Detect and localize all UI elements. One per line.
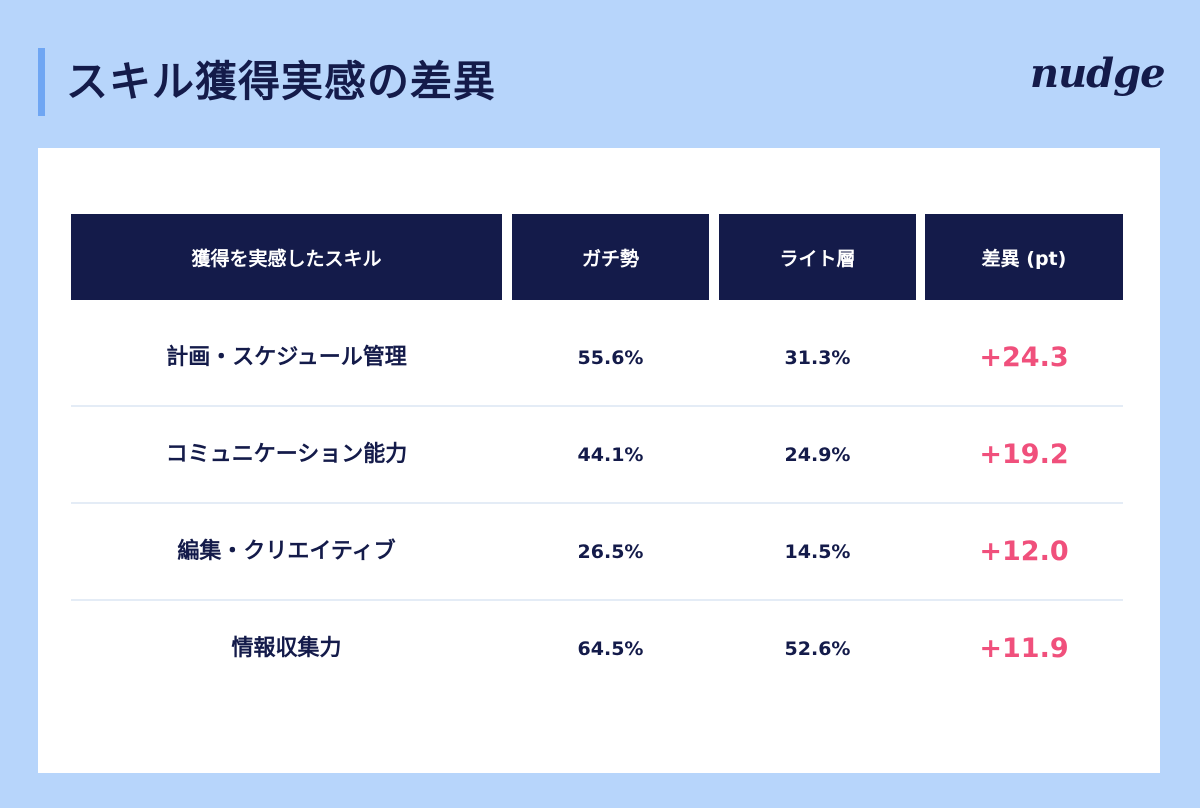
page-title: スキル獲得実感の差異 xyxy=(66,57,497,106)
light-value: 14.5% xyxy=(784,541,851,563)
diff-value: +19.2 xyxy=(979,439,1069,470)
title-accent-bar xyxy=(38,48,45,116)
light-value: 31.3% xyxy=(784,347,851,369)
gachi-value: 55.6% xyxy=(577,347,644,369)
nudge-logo: nudge xyxy=(1030,50,1166,97)
diff-value: +24.3 xyxy=(979,342,1069,373)
row-divider xyxy=(71,502,1123,504)
column-header-gachi: ガチ勢 xyxy=(512,214,709,300)
diff-value: +12.0 xyxy=(979,536,1069,567)
table-panel: 獲得を実感したスキル ガチ勢 ライト層 差異 (pt) 計画・スケジュール管理 5… xyxy=(38,148,1160,773)
diff-value: +11.9 xyxy=(979,633,1069,664)
gachi-value: 64.5% xyxy=(577,638,644,660)
light-value: 52.6% xyxy=(784,638,851,660)
skill-cell: 編集・クリエイティブ xyxy=(177,539,396,564)
skill-cell: 情報収集力 xyxy=(231,636,342,661)
skill-cell: 計画・スケジュール管理 xyxy=(166,345,407,370)
row-divider xyxy=(71,405,1123,407)
column-header-diff: 差異 (pt) xyxy=(925,214,1123,300)
column-header-light: ライト層 xyxy=(719,214,916,300)
row-divider xyxy=(71,599,1123,601)
column-header-skill: 獲得を実感したスキル xyxy=(71,214,502,300)
skill-cell: コミュニケーション能力 xyxy=(165,442,408,467)
gachi-value: 26.5% xyxy=(577,541,644,563)
gachi-value: 44.1% xyxy=(577,444,644,466)
light-value: 24.9% xyxy=(784,444,851,466)
